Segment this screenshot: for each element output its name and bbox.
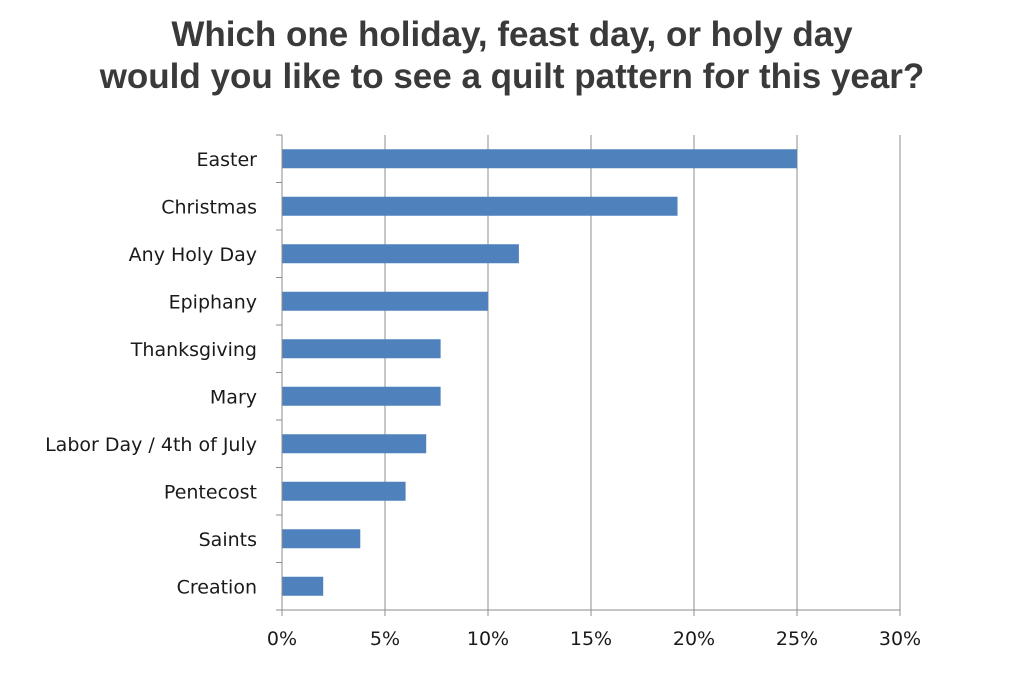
x-tick-label: 0% <box>267 628 297 650</box>
bar <box>282 481 406 501</box>
category-label: Mary <box>210 386 257 408</box>
category-label: Pentecost <box>164 481 257 503</box>
bar <box>282 386 441 406</box>
bar <box>282 149 797 169</box>
bar <box>282 529 361 549</box>
bar <box>282 196 678 216</box>
x-tick-labels: 0% 5% 10% 15% 20% 25% 30% <box>267 628 921 650</box>
category-label: Thanksgiving <box>130 339 257 361</box>
x-tick-label: 10% <box>467 628 509 650</box>
category-label: Christmas <box>161 196 257 218</box>
category-labels: Easter Christmas Any Holy Day Epiphany Thank… <box>45 149 257 599</box>
x-tick-label: 25% <box>776 628 818 650</box>
category-label: Saints <box>199 529 257 551</box>
x-tick-label: 5% <box>370 628 400 650</box>
x-tick-label: 30% <box>879 628 921 650</box>
x-tick-label: 20% <box>673 628 715 650</box>
bar <box>282 434 427 454</box>
bar <box>282 576 324 596</box>
bars <box>282 149 797 596</box>
category-label: Labor Day / 4th of July <box>45 434 257 456</box>
x-tick-label: 15% <box>570 628 612 650</box>
chart-title: Which one holiday, feast day, or holy da… <box>0 14 1024 98</box>
category-label: Easter <box>197 149 258 171</box>
bar <box>282 291 488 311</box>
chart-title-line-1: Which one holiday, feast day, or holy da… <box>171 15 853 54</box>
chart-title-line-2: would you like to see a quilt pattern fo… <box>99 57 925 96</box>
bar <box>282 339 441 359</box>
bar <box>282 244 519 264</box>
category-label: Creation <box>177 576 257 598</box>
category-label: Any Holy Day <box>129 244 257 266</box>
category-label: Epiphany <box>169 291 257 313</box>
axes <box>276 134 901 616</box>
